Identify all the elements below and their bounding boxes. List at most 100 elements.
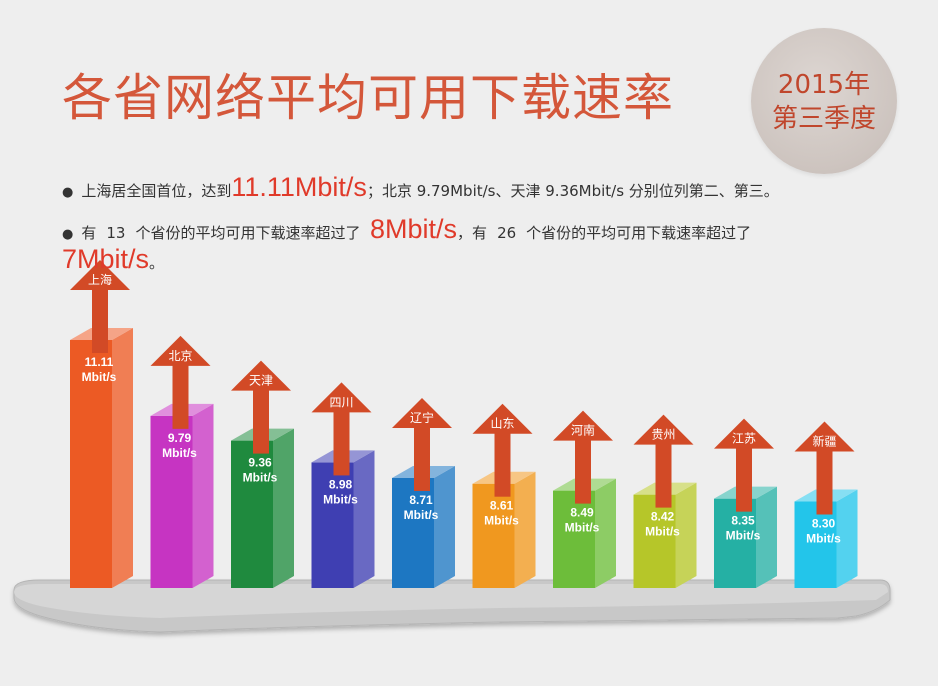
summary-text: ；北京 9.79Mbit/s、天津 9.36Mbit/s 分别位列第二、第三。 — [366, 182, 779, 200]
badge-year: 2015年 — [777, 70, 871, 100]
bar-unit-label: Mbit/s — [645, 525, 680, 539]
arrow-icon — [633, 414, 694, 445]
arrow-icon — [311, 382, 372, 413]
bar — [633, 494, 676, 588]
bar — [553, 490, 595, 588]
arrow-icon — [714, 418, 774, 449]
summary-text: 个省份的平均可用下载速率超过了 — [526, 224, 752, 242]
bar — [150, 415, 193, 588]
bar — [794, 501, 837, 588]
bar-value-label: 8.61 — [490, 499, 514, 513]
arrow-icon — [472, 403, 533, 434]
arrow-shaft — [92, 289, 108, 353]
arrow-shaft — [575, 439, 591, 504]
province-count: 13 — [106, 224, 126, 242]
bar-value-label: 8.71 — [409, 493, 433, 507]
arrow-shaft — [172, 364, 189, 429]
bar-side — [353, 450, 375, 588]
bar-side — [756, 486, 777, 588]
bar — [392, 477, 434, 588]
bar — [472, 483, 515, 588]
arrow-shaft — [494, 432, 511, 497]
summary-text: 上海居全国首位，达到 — [81, 182, 232, 200]
province-label: 河南 — [571, 423, 595, 438]
bar-group: 9.36Mbit/s 天津 — [231, 360, 294, 588]
summary-text: 。 — [149, 254, 165, 272]
bar-value-label: 9.36 — [248, 456, 272, 470]
bar-value-label: 9.79 — [168, 431, 192, 445]
bar-value-label: 8.98 — [329, 477, 353, 491]
province-label: 山东 — [490, 417, 514, 431]
arrow-shaft — [414, 426, 430, 491]
summary-line-1: ● 上海居全国首位，达到11.11Mbit/s；北京 9.79Mbit/s、天津 … — [62, 172, 779, 203]
bar-unit-label: Mbit/s — [162, 446, 197, 460]
bar — [231, 440, 273, 588]
bar-unit-label: Mbit/s — [484, 514, 519, 528]
bar-side — [675, 482, 697, 588]
arrow-shaft — [333, 411, 350, 476]
arrow-shaft — [253, 389, 269, 454]
arrow-icon — [794, 421, 855, 452]
province-label: 新疆 — [812, 434, 836, 449]
province-label: 上海 — [88, 272, 112, 287]
bar-side — [434, 465, 455, 588]
arrow-icon — [553, 410, 613, 441]
province-label: 辽宁 — [410, 410, 434, 425]
bar-value-label: 8.35 — [731, 514, 755, 528]
bar-group: 9.79Mbit/s 北京 — [150, 335, 214, 588]
province-label: 北京 — [168, 349, 192, 363]
bar-side — [836, 489, 858, 588]
arrow-icon — [231, 360, 291, 391]
bar-side — [514, 471, 536, 588]
summary-text: 个省份的平均可用下载速率超过了 — [135, 224, 361, 242]
bars-group: 11.11Mbit/s上海9.79Mbit/s北京9.36Mbit/s天津8.9… — [70, 260, 858, 588]
bar — [70, 340, 112, 588]
bar-side — [595, 478, 616, 588]
arrow-icon — [150, 335, 211, 366]
summary-text: 有 — [81, 224, 97, 242]
bar-side — [273, 428, 294, 588]
arrow-shaft — [655, 443, 672, 508]
bar-unit-label: Mbit/s — [404, 508, 439, 522]
highlight-value: 7Mbit/s — [62, 244, 150, 274]
arrow-shaft — [736, 447, 752, 512]
arrow-shaft — [816, 450, 833, 515]
summary-line-2: ● 有 13 个省份的平均可用下载速率超过了 8Mbit/s，有 26 个省份的平均可用下… — [62, 214, 751, 245]
bar — [714, 498, 756, 588]
summary-text: ，有 — [457, 224, 488, 242]
bar-unit-label: Mbit/s — [806, 532, 841, 546]
bar-unit-label: Mbit/s — [82, 370, 117, 384]
province-label: 江苏 — [732, 432, 756, 446]
page-title: 各省网络平均可用下载速率 — [62, 69, 674, 127]
bar-unit-label: Mbit/s — [323, 492, 358, 506]
bar-side — [192, 403, 214, 588]
bullet-icon: ● — [62, 227, 74, 242]
province-label: 天津 — [249, 374, 273, 388]
bar-value-label: 11.11 — [85, 355, 114, 369]
bar-value-label: 8.30 — [812, 517, 836, 531]
bar-side — [112, 328, 133, 588]
summary-line-3: 7Mbit/s。 — [62, 244, 164, 275]
arrow-icon — [70, 260, 130, 290]
highlight-value: 11.11Mbit/s — [231, 172, 367, 202]
bullet-icon: ● — [62, 185, 74, 200]
bar-unit-label: Mbit/s — [243, 471, 278, 485]
bar-value-label: 8.42 — [651, 510, 675, 524]
badge-quarter: 第三季度 — [771, 104, 876, 134]
province-label: 贵州 — [651, 428, 675, 442]
period-badge: 2015年 第三季度 — [751, 28, 897, 174]
arrow-icon — [392, 397, 452, 428]
province-count: 26 — [497, 224, 517, 242]
province-label: 四川 — [329, 395, 353, 409]
bar — [311, 462, 354, 588]
bar-unit-label: Mbit/s — [726, 529, 761, 543]
bar-group: 11.11Mbit/s 上海 — [70, 260, 133, 588]
